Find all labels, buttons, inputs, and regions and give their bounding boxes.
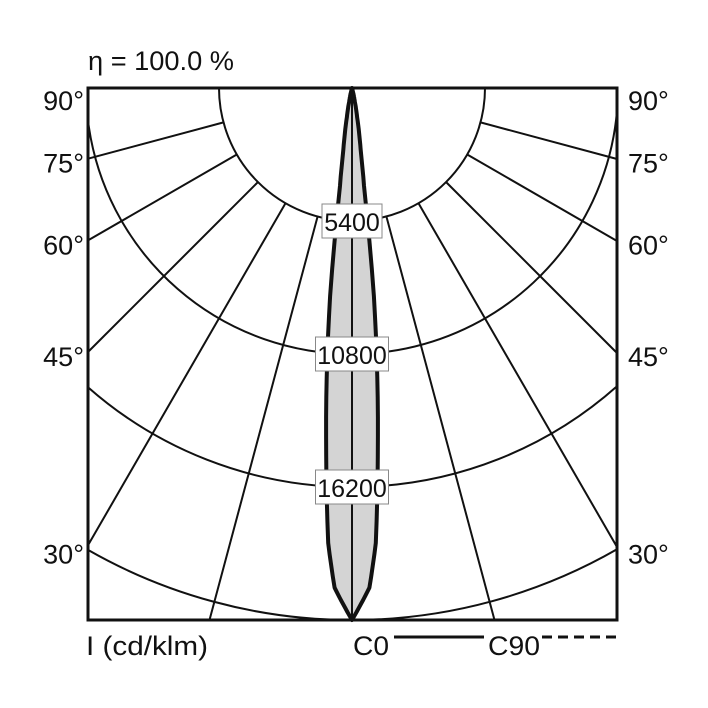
angle-gridline-15-left [208,216,319,621]
angle-gridline-60-left [87,153,238,242]
angle-label-left-30: 30° [43,539,84,569]
radial-label-box [315,469,389,505]
angle-label-right-45: 45° [628,342,669,372]
angle-labels: 90° 90° 75° 75° 60° 60° 45° 45° 30° 30° [43,86,669,569]
angle-label-left-75: 75° [43,149,84,179]
angle-gridline-45-right [445,181,618,354]
angle-gridline-45-left [87,181,259,353]
angle-gridline-75-right [480,121,618,160]
plot-frame [86,86,619,622]
angle-gridline-15-right [385,216,496,621]
angle-label-left-45: 45° [43,342,84,372]
radial-tick-label: 16200 [317,475,387,503]
angle-label-left-90: 90° [43,86,84,116]
unit-label: I (cd/klm) [86,631,208,661]
radial-label-box [315,336,389,372]
grid [87,87,618,621]
angle-label-left-60: 60° [43,230,84,260]
angle-gridline-75-left [87,121,224,160]
radial-label-box [321,203,383,239]
legend-label-c0: C0 [353,631,389,661]
legend-label-c90: C90 [488,631,540,661]
legend: C0 C90 [353,631,618,661]
angle-label-right-60: 60° [628,230,669,260]
angle-gridline-60-right [466,153,618,242]
radial-tick-label: 5400 [324,209,380,237]
angle-gridline-30-left [87,202,287,546]
radial-tick-label: 10800 [317,342,387,370]
efficiency-title: η = 100.0 % [88,46,234,76]
angle-label-right-75: 75° [628,149,669,179]
radial-labels: 5400 10800 16200 [315,203,389,505]
angle-label-right-30: 30° [628,539,669,569]
angle-gridline-30-right [417,202,618,548]
angle-label-right-90: 90° [628,86,669,116]
